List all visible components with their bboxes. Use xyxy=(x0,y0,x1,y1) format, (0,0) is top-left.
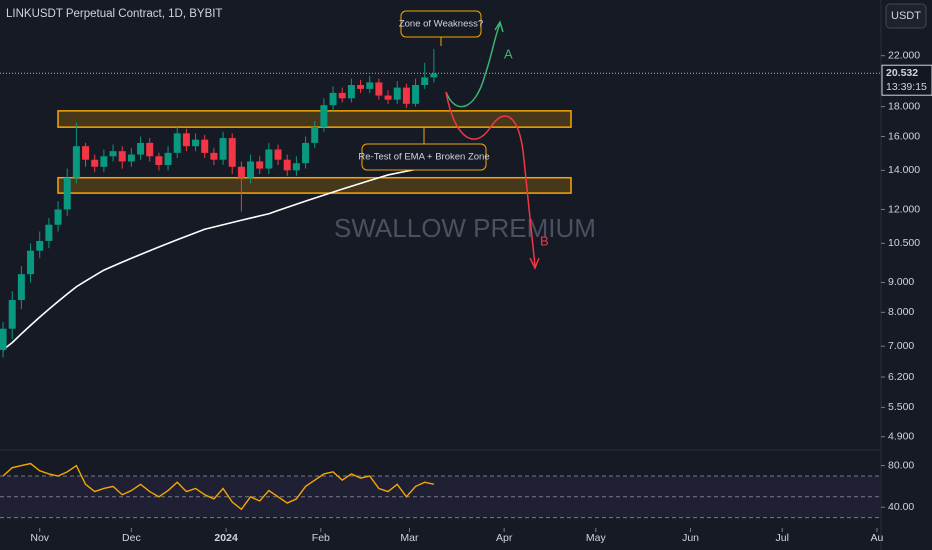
candle-body xyxy=(393,87,401,100)
symbol-title: LINKUSDT Perpetual Contract, 1D, BYBIT xyxy=(6,8,222,20)
currency[interactable]: USDT xyxy=(891,10,921,22)
candle-body xyxy=(228,138,236,167)
candle-body xyxy=(421,77,429,85)
candle-body xyxy=(63,177,71,210)
rsi-tick-label: 80.00 xyxy=(888,459,914,471)
x-tick-label: Feb xyxy=(312,532,330,544)
y-tick-label: 14.000 xyxy=(888,164,920,176)
candle-body xyxy=(118,151,126,162)
candle-body xyxy=(17,274,25,300)
candle-body xyxy=(8,299,16,329)
y-tick-label: 18.000 xyxy=(888,100,920,112)
candle-body xyxy=(182,133,190,147)
candle-body xyxy=(54,209,62,225)
last-price-label: 20.532 xyxy=(886,67,918,79)
ema-line xyxy=(2,164,435,351)
candle-body xyxy=(82,146,90,160)
x-tick-label: Jun xyxy=(682,532,699,544)
annotation: Re-Test of EMA + Broken Zone xyxy=(358,152,489,163)
candle-body xyxy=(302,142,310,164)
candle-body xyxy=(173,133,181,153)
y-tick-label: 12.000 xyxy=(888,203,920,215)
x-tick-label: Au xyxy=(871,532,884,544)
candle-body xyxy=(91,159,99,167)
candle-body xyxy=(357,84,365,89)
candle-body xyxy=(375,82,383,96)
countdown: 13:39:15 xyxy=(886,81,927,93)
candle-body xyxy=(366,82,374,89)
candle-body xyxy=(36,240,44,251)
candle-body xyxy=(338,92,346,99)
x-tick-label: Nov xyxy=(30,532,49,544)
candle-body xyxy=(430,73,438,78)
y-tick-label: 7.000 xyxy=(888,340,914,352)
x-tick-label: Jul xyxy=(776,532,789,544)
path-a xyxy=(445,23,501,108)
y-tick-label: 9.000 xyxy=(888,276,914,288)
candle-body xyxy=(100,156,108,167)
candle-body xyxy=(72,146,80,178)
annotation: Zone of Weakness? xyxy=(399,19,483,30)
candle-body xyxy=(237,166,245,178)
candle-body xyxy=(283,159,291,171)
arrow-b xyxy=(529,257,540,270)
y-tick-label: 6.200 xyxy=(888,371,914,383)
candle-body xyxy=(137,142,145,155)
rsi-band xyxy=(0,476,880,518)
candle-body xyxy=(109,151,117,157)
rsi-line xyxy=(2,462,435,511)
y-tick-label: 22.000 xyxy=(888,49,920,61)
x-tick-label: Dec xyxy=(122,532,141,544)
y-tick-label: 16.000 xyxy=(888,130,920,142)
y-tick-label: 10.500 xyxy=(888,237,920,249)
candle-body xyxy=(265,149,273,169)
x-tick-label: 2024 xyxy=(214,532,238,544)
rsi-tick-label: 40.00 xyxy=(888,501,914,513)
candle-body xyxy=(0,328,7,350)
zone xyxy=(57,176,572,194)
watermark: SWALLOW PREMIUM xyxy=(334,213,596,243)
x-tick-label: May xyxy=(586,532,607,544)
candle-body xyxy=(311,127,319,143)
candle-body xyxy=(192,139,200,147)
candle-body xyxy=(210,152,218,160)
candle-body xyxy=(320,105,328,128)
last-price-tag xyxy=(881,64,932,96)
candle-body xyxy=(127,154,135,162)
y-tick-label: 5.500 xyxy=(888,401,914,413)
x-tick-label: Apr xyxy=(496,532,513,544)
candle-body xyxy=(155,156,163,165)
x-tick-label: Mar xyxy=(400,532,419,544)
candle-body xyxy=(27,250,35,275)
candle-body xyxy=(384,95,392,100)
candle-body xyxy=(274,149,282,160)
label-a: A xyxy=(504,46,513,61)
candle-body xyxy=(219,138,227,160)
candle-body xyxy=(329,92,337,106)
candle-body xyxy=(45,224,53,241)
currency-button[interactable] xyxy=(885,3,927,29)
candle-body xyxy=(347,84,355,99)
candle-body xyxy=(146,142,154,157)
candle-body xyxy=(201,139,209,153)
path-b xyxy=(445,91,536,267)
arrow-a xyxy=(494,20,504,33)
candle-body xyxy=(412,84,420,104)
candle-body xyxy=(164,152,172,165)
y-tick-label: 8.000 xyxy=(888,306,914,318)
y-tick-label: 4.900 xyxy=(888,430,914,442)
candle-body xyxy=(247,161,255,178)
candle-body xyxy=(256,161,264,169)
candle-body xyxy=(402,87,410,104)
candle-body xyxy=(292,163,300,171)
label-b: B xyxy=(540,233,549,248)
